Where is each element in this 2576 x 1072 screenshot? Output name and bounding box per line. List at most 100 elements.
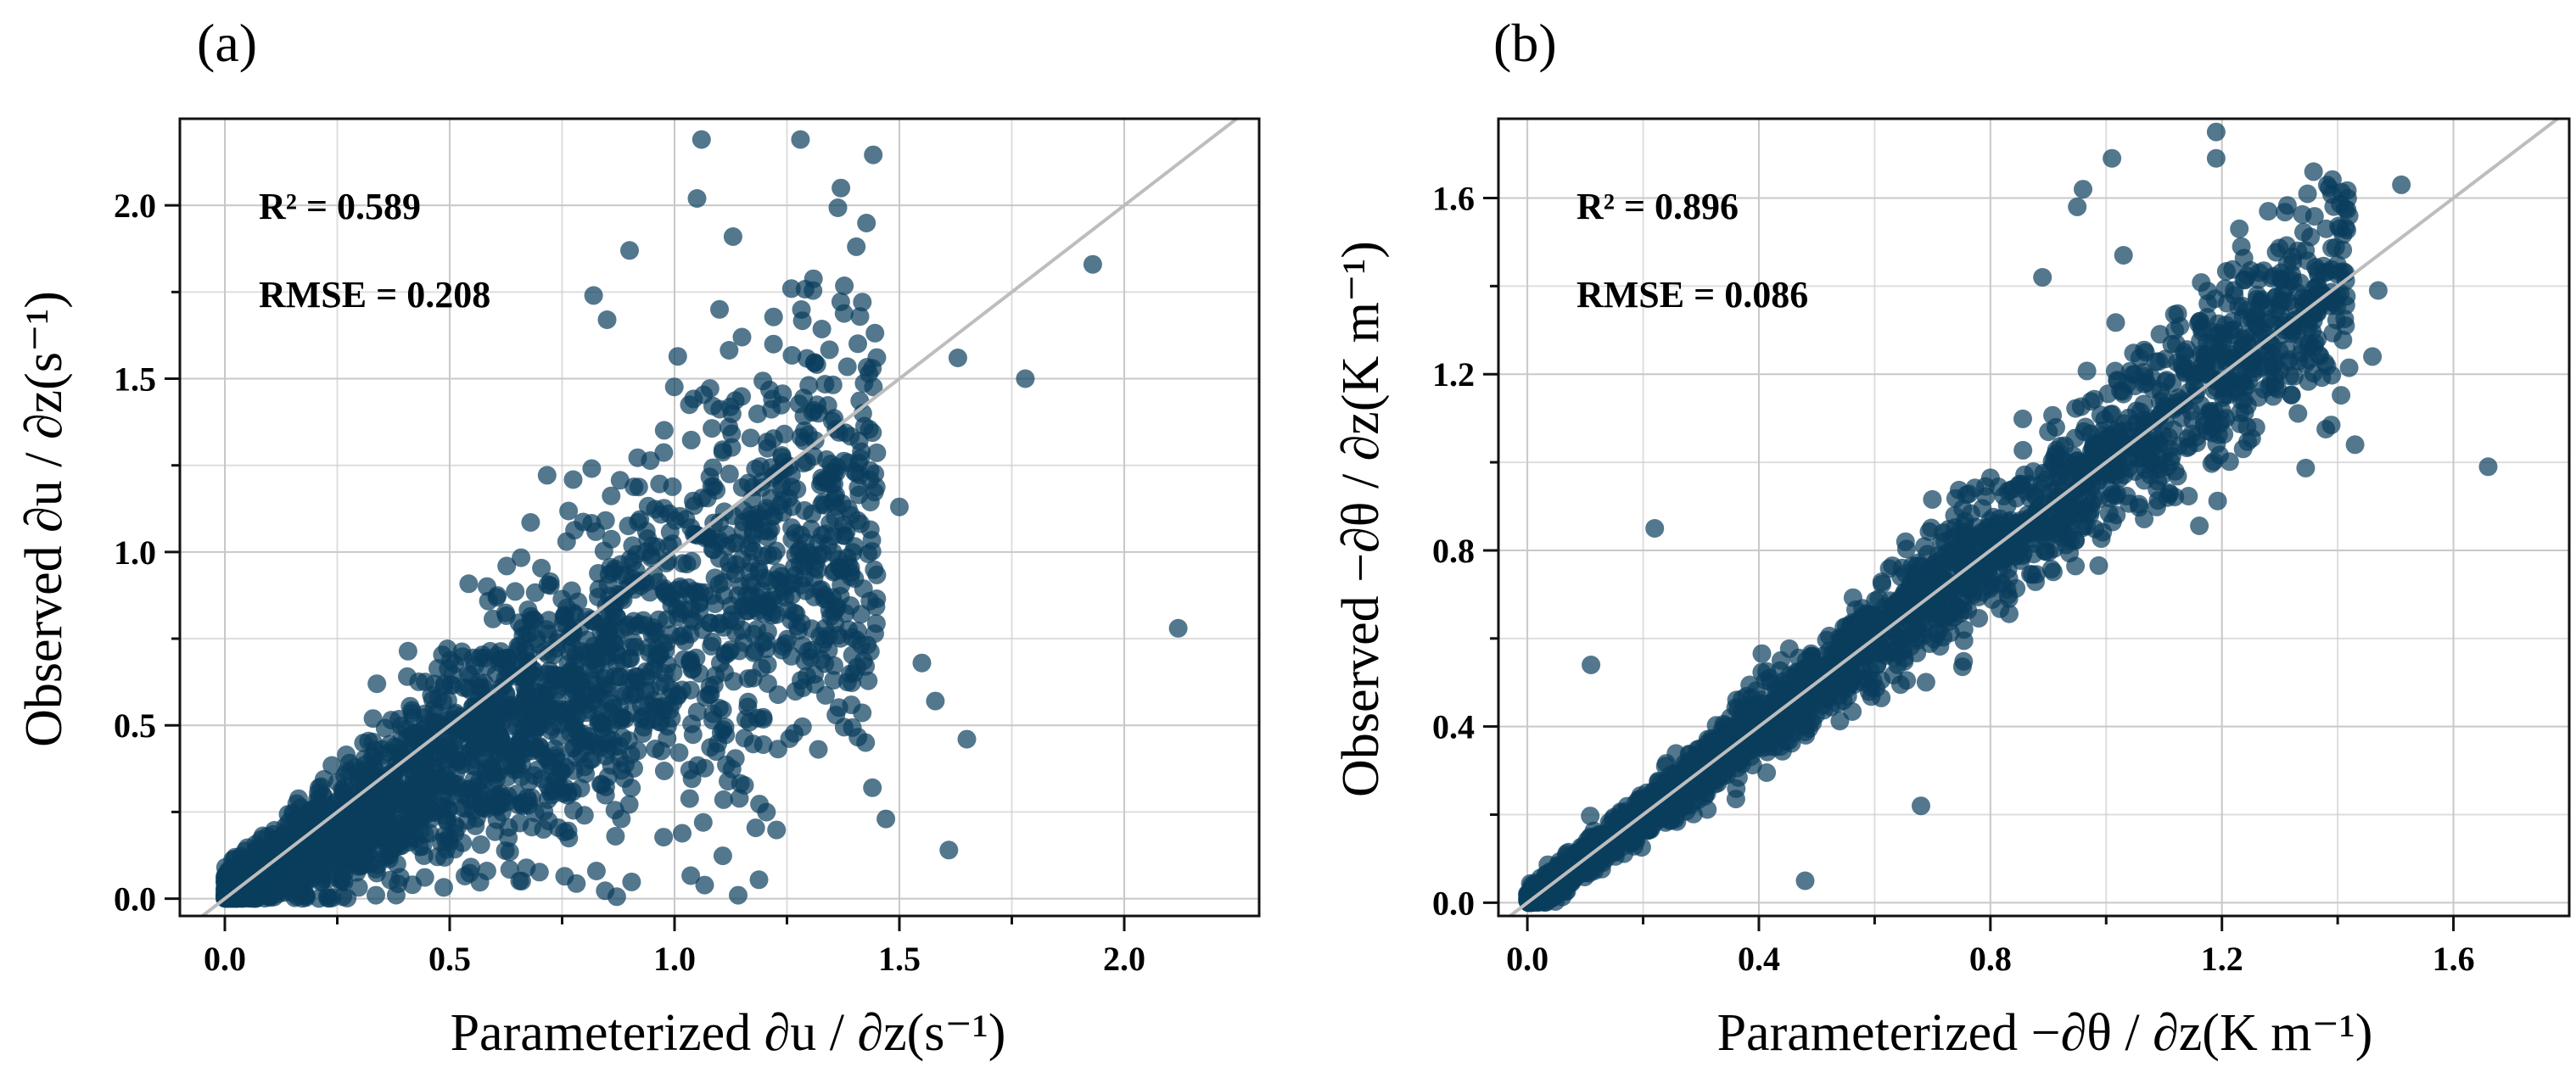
panel-a-point <box>434 878 453 897</box>
panel-a-point <box>461 680 480 700</box>
panel-a-point <box>823 527 843 545</box>
panel-a-point <box>537 466 557 485</box>
panel-b-point <box>2179 487 2198 505</box>
panel-a-point <box>574 512 593 532</box>
panel-a-point <box>857 214 876 232</box>
panel-a-scatter: (a) 0.0 0.5 1.0 1.5 2.00.00.51.01.52.0 R² = … <box>15 13 1261 1062</box>
panel-a-point <box>849 485 869 505</box>
panel-a-x-tick-label: 2.0 <box>1103 940 1145 978</box>
panel-a-point <box>711 723 731 742</box>
panel-a-point <box>729 885 748 905</box>
panel-a-point <box>654 421 674 440</box>
panel-a-point <box>722 759 742 779</box>
panel-a-point <box>743 734 763 754</box>
panel-a-point <box>619 795 639 814</box>
panel-a-point <box>594 541 613 561</box>
panel-b-point <box>1922 518 1941 538</box>
panel-a-point <box>574 806 594 825</box>
panel-a-point <box>478 577 496 596</box>
panel-a-point <box>829 550 848 569</box>
panel-a-point <box>746 818 765 838</box>
panel-b-point <box>2066 399 2086 418</box>
panel-a-point <box>555 673 574 693</box>
panel-b-point <box>1976 477 1996 496</box>
panel-a-point <box>328 860 346 879</box>
panel-a-point <box>948 349 967 367</box>
panel-a-point <box>373 745 393 765</box>
panel-a-point <box>748 601 767 621</box>
panel-a-point <box>704 477 724 496</box>
panel-a-point <box>866 614 886 634</box>
panel-a-point <box>597 310 617 329</box>
panel-a-point <box>658 729 677 748</box>
panel-a-point <box>580 751 600 770</box>
panel-b-point <box>2288 404 2308 423</box>
panel-a-point <box>693 812 713 832</box>
panel-a-plot-frame <box>178 117 1261 918</box>
panel-a-point <box>432 772 451 791</box>
panel-a-point <box>865 464 885 483</box>
panel-a-point <box>514 718 534 738</box>
panel-a-point <box>863 359 882 378</box>
panel-a-point <box>605 801 624 820</box>
panel-b-point <box>1916 673 1935 692</box>
panel-a-point <box>681 430 701 449</box>
panel-a-point <box>586 522 606 541</box>
panel-a-point <box>419 713 439 733</box>
panel-b-point <box>2281 366 2299 386</box>
panel-a-point <box>664 377 684 397</box>
panel-a-point <box>702 586 721 606</box>
panel-b-point <box>1789 648 1809 667</box>
panel-a-point <box>659 536 678 556</box>
panel-a-point <box>863 778 882 797</box>
panel-a-point <box>595 668 613 688</box>
panel-a-point <box>677 555 697 574</box>
panel-a-point <box>700 613 720 633</box>
panel-b-point <box>2148 407 2168 427</box>
panel-a-x-tick-label: 1.0 <box>653 940 696 978</box>
panel-a-point <box>621 649 641 668</box>
panel-a-point <box>695 758 714 778</box>
panel-b-scatter: (b) 0.0 0.4 0.8 1.2 1.60.00.40.81.21.6 R² = … <box>1332 13 2571 1062</box>
panel-a-point <box>757 632 776 651</box>
panel-a-point <box>743 668 763 688</box>
panel-a-point <box>670 577 690 596</box>
panel-a-point <box>654 762 674 780</box>
panel-a-point <box>730 789 749 808</box>
panel-a-point <box>856 733 876 752</box>
panel-a-y-tick-label: 1.0 <box>114 533 156 572</box>
panel-a-point <box>663 477 682 496</box>
panel-a-point <box>680 789 699 808</box>
panel-a-point <box>528 760 547 779</box>
panel-b-point <box>2163 373 2182 393</box>
panel-a-point <box>804 281 823 300</box>
panel-a-point <box>864 377 883 397</box>
panel-a-point <box>957 729 977 749</box>
panel-a-point <box>610 748 630 768</box>
panel-a-point <box>335 766 355 785</box>
panel-a-point <box>792 614 811 633</box>
panel-a-point <box>555 867 574 886</box>
panel-a-r2-annotation: R² = 0.589 <box>259 186 421 227</box>
panel-a-point <box>416 673 435 692</box>
panel-a-point <box>646 740 665 758</box>
panel-a-point <box>484 779 503 797</box>
panel-b-point <box>2277 196 2297 215</box>
panel-a-point <box>855 416 874 436</box>
panel-a-point <box>685 582 704 600</box>
panel-a-point <box>286 873 305 892</box>
panel-a-point <box>809 404 828 423</box>
panel-a-point <box>732 327 752 347</box>
panel-a-point <box>734 633 753 652</box>
panel-a-point <box>699 685 719 705</box>
panel-a-point <box>496 606 516 625</box>
panel-a-point <box>465 728 484 747</box>
panel-a-point <box>551 715 570 734</box>
panel-a-point <box>406 724 426 743</box>
panel-a-point <box>890 497 909 516</box>
panel-a-point <box>793 454 813 473</box>
panel-b-point <box>1969 609 1989 628</box>
panel-b-point <box>2220 452 2239 472</box>
panel-a-point <box>912 653 932 673</box>
panel-b-point <box>2309 345 2328 365</box>
